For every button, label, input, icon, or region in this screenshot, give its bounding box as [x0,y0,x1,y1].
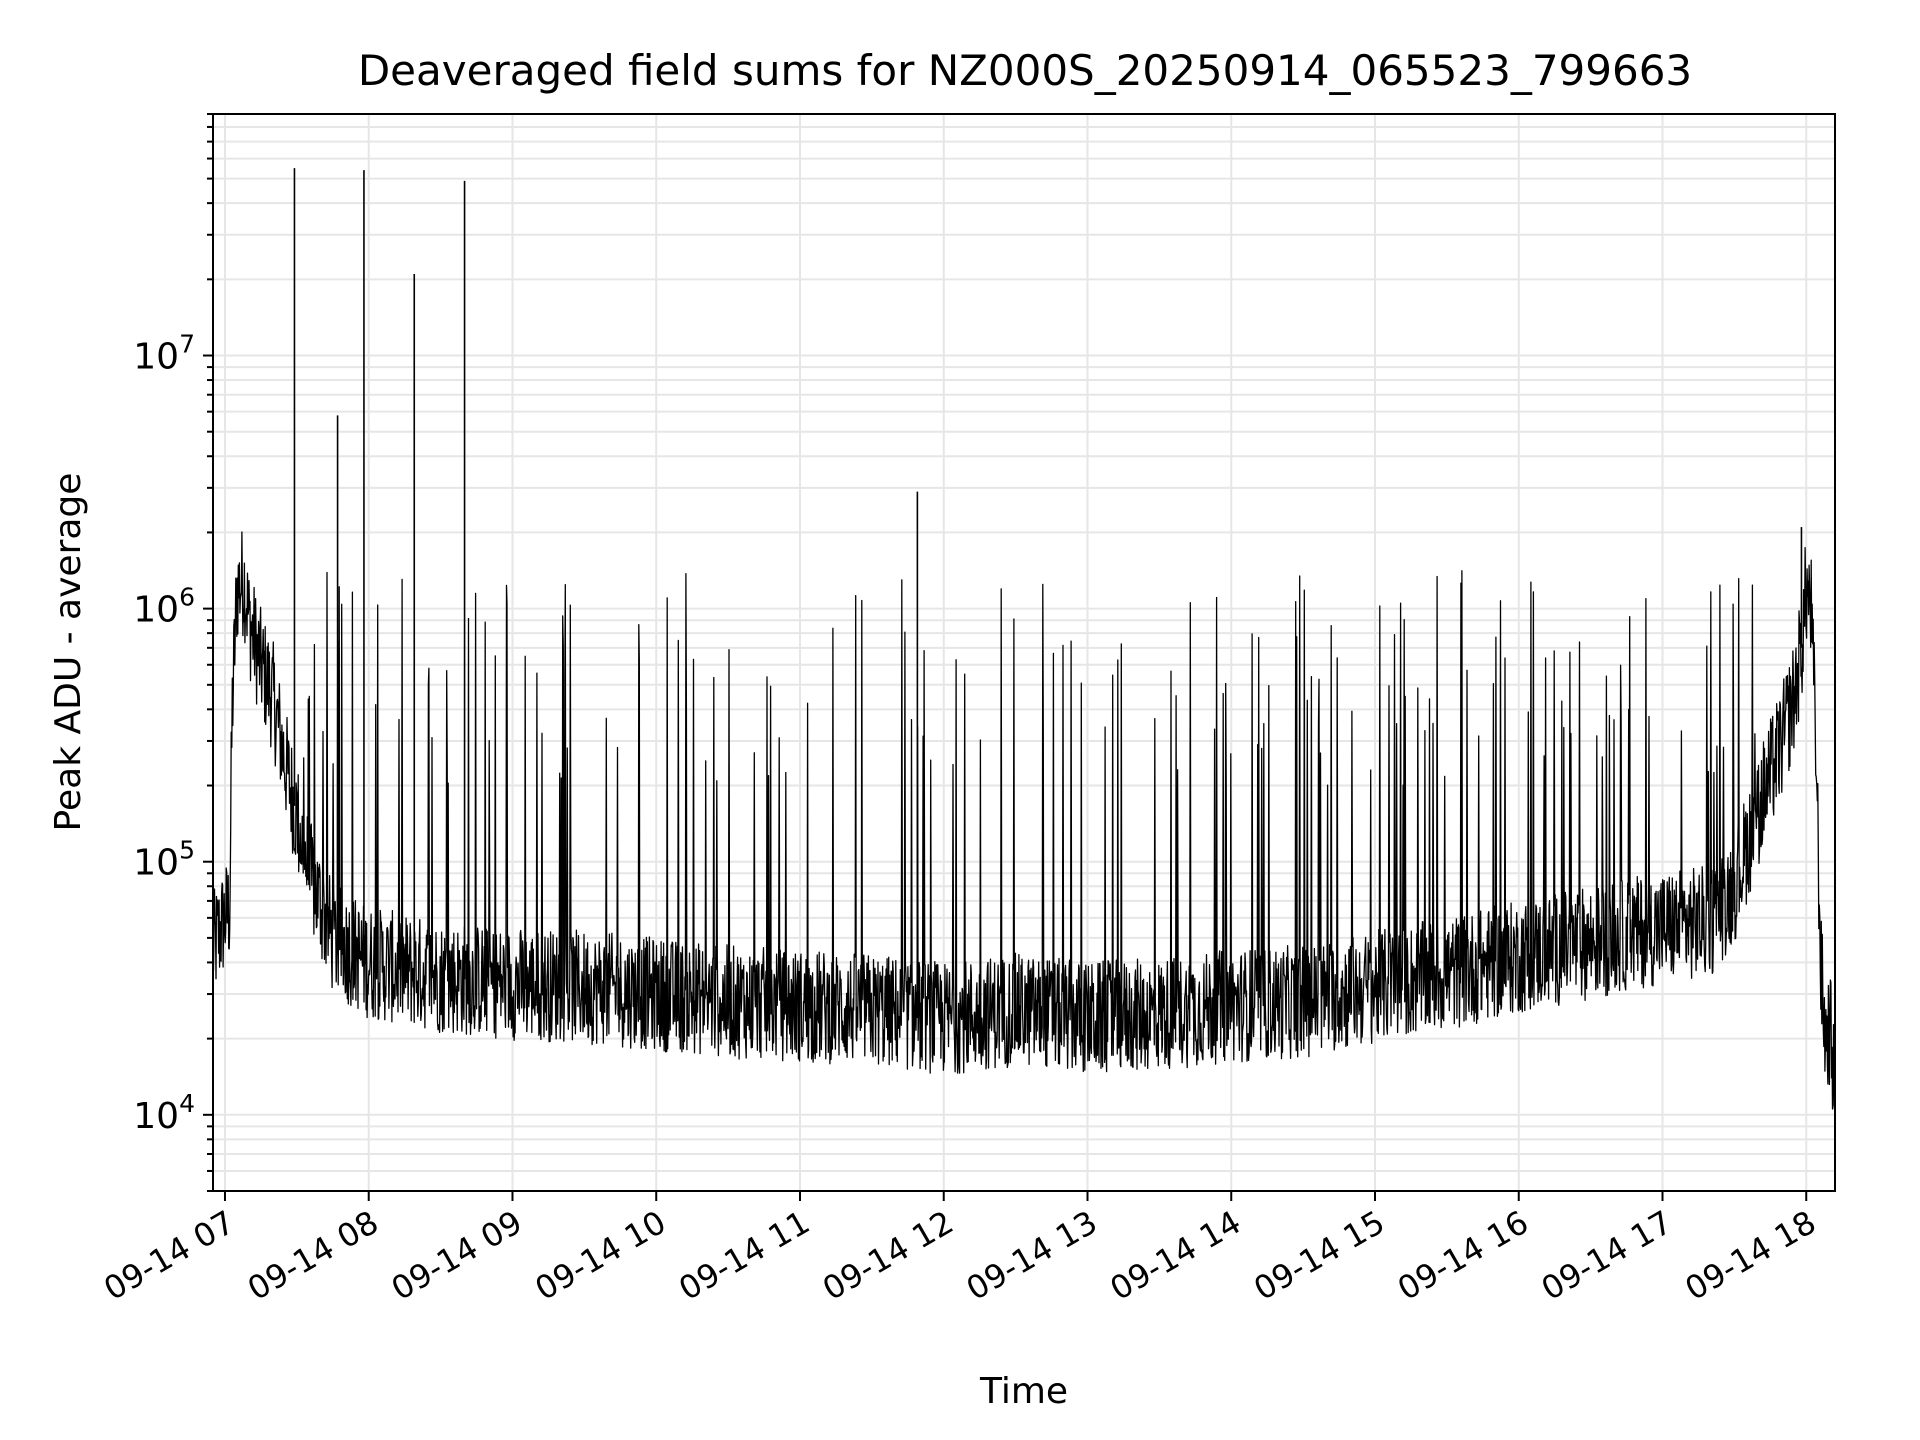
y-axis: 104 105 106 107 [133,113,213,1192]
y-tick-label: 106 [133,583,195,631]
x-axis-label: Time [979,1371,1068,1412]
y-tick-label: 105 [133,836,195,884]
y-tick-label: 104 [133,1089,195,1137]
axes-frame [212,113,1836,1192]
y-axis-label: Peak ADU - average [48,473,89,832]
plot-area [212,168,1836,1112]
y-tick-label: 107 [133,330,195,378]
series-line [212,531,1836,1112]
grid-lines [213,113,1835,1192]
chart-title: Deaveraged field sums for NZ000S_2025091… [358,46,1692,95]
